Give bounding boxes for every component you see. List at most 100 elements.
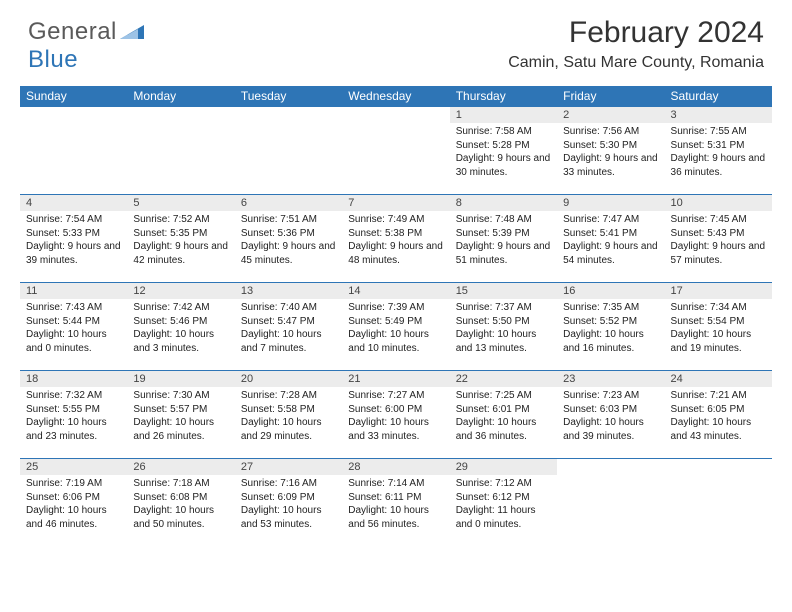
sunrise-line: Sunrise: 7:58 AM (456, 126, 532, 137)
calendar-day-cell: 10Sunrise: 7:45 AMSunset: 5:43 PMDayligh… (665, 195, 772, 283)
sunset-line: Sunset: 5:55 PM (26, 404, 100, 415)
sunset-line: Sunset: 5:38 PM (348, 228, 422, 239)
day-details: Sunrise: 7:19 AMSunset: 6:06 PMDaylight:… (20, 475, 127, 535)
sunrise-line: Sunrise: 7:27 AM (348, 390, 424, 401)
daylight-line: Daylight: 10 hours and 50 minutes. (133, 505, 214, 530)
day-details: Sunrise: 7:51 AMSunset: 5:36 PMDaylight:… (235, 211, 342, 271)
sunset-line: Sunset: 5:50 PM (456, 316, 530, 327)
sunrise-line: Sunrise: 7:51 AM (241, 214, 317, 225)
daylight-line: Daylight: 10 hours and 39 minutes. (563, 417, 644, 442)
calendar-day-cell: 14Sunrise: 7:39 AMSunset: 5:49 PMDayligh… (342, 283, 449, 371)
sunset-line: Sunset: 5:31 PM (671, 140, 745, 151)
sunrise-line: Sunrise: 7:19 AM (26, 478, 102, 489)
day-number: 29 (450, 459, 557, 475)
calendar-day-cell: 27Sunrise: 7:16 AMSunset: 6:09 PMDayligh… (235, 459, 342, 547)
day-details: Sunrise: 7:25 AMSunset: 6:01 PMDaylight:… (450, 387, 557, 447)
sunset-line: Sunset: 5:54 PM (671, 316, 745, 327)
calendar-day-cell: 25Sunrise: 7:19 AMSunset: 6:06 PMDayligh… (20, 459, 127, 547)
day-number: 17 (665, 283, 772, 299)
sunset-line: Sunset: 6:06 PM (26, 492, 100, 503)
daylight-line: Daylight: 10 hours and 26 minutes. (133, 417, 214, 442)
sunrise-line: Sunrise: 7:28 AM (241, 390, 317, 401)
daylight-line: Daylight: 11 hours and 0 minutes. (456, 505, 536, 530)
day-number: 14 (342, 283, 449, 299)
brand-part2: Blue (28, 46, 78, 73)
day-number: 12 (127, 283, 234, 299)
day-details: Sunrise: 7:42 AMSunset: 5:46 PMDaylight:… (127, 299, 234, 359)
calendar-empty-cell (342, 107, 449, 195)
day-number: 19 (127, 371, 234, 387)
daylight-line: Daylight: 9 hours and 30 minutes. (456, 153, 551, 178)
sunrise-line: Sunrise: 7:18 AM (133, 478, 209, 489)
calendar-day-cell: 15Sunrise: 7:37 AMSunset: 5:50 PMDayligh… (450, 283, 557, 371)
day-details: Sunrise: 7:16 AMSunset: 6:09 PMDaylight:… (235, 475, 342, 535)
day-details: Sunrise: 7:45 AMSunset: 5:43 PMDaylight:… (665, 211, 772, 271)
sunset-line: Sunset: 6:01 PM (456, 404, 530, 415)
sunset-line: Sunset: 6:03 PM (563, 404, 637, 415)
sunrise-line: Sunrise: 7:40 AM (241, 302, 317, 313)
weekday-header: Friday (557, 86, 664, 107)
sunrise-line: Sunrise: 7:23 AM (563, 390, 639, 401)
calendar-day-cell: 28Sunrise: 7:14 AMSunset: 6:11 PMDayligh… (342, 459, 449, 547)
sunset-line: Sunset: 6:08 PM (133, 492, 207, 503)
calendar-day-cell: 13Sunrise: 7:40 AMSunset: 5:47 PMDayligh… (235, 283, 342, 371)
calendar-day-cell: 21Sunrise: 7:27 AMSunset: 6:00 PMDayligh… (342, 371, 449, 459)
daylight-line: Daylight: 10 hours and 7 minutes. (241, 329, 322, 354)
calendar-day-cell: 23 Sunrise: 7:23 AM Sunset: 6:03 PM Dayligh… (557, 371, 664, 459)
calendar-week-row: 11Sunrise: 7:43 AMSunset: 5:44 PMDayligh… (20, 283, 772, 371)
calendar-head: SundayMondayTuesdayWednesdayThursdayFrid… (20, 86, 772, 107)
daylight-line: Daylight: 10 hours and 13 minutes. (456, 329, 537, 354)
day-details: Sunrise: 7:35 AMSunset: 5:52 PMDaylight:… (557, 299, 664, 359)
sunrise-line: Sunrise: 7:47 AM (563, 214, 639, 225)
daylight-line: Daylight: 10 hours and 29 minutes. (241, 417, 322, 442)
sunset-line: Sunset: 5:49 PM (348, 316, 422, 327)
calendar-body: 1Sunrise: 7:58 AMSunset: 5:28 PMDaylight… (20, 107, 772, 547)
sunset-line: Sunset: 5:57 PM (133, 404, 207, 415)
day-number: 10 (665, 195, 772, 211)
sunrise-line: Sunrise: 7:16 AM (241, 478, 317, 489)
day-number: 26 (127, 459, 234, 475)
header: General Blue February 2024 Camin, Satu M… (0, 0, 792, 78)
day-number: 8 (450, 195, 557, 211)
calendar-day-cell: 12Sunrise: 7:42 AMSunset: 5:46 PMDayligh… (127, 283, 234, 371)
calendar-day-cell: 20Sunrise: 7:28 AMSunset: 5:58 PMDayligh… (235, 371, 342, 459)
day-number: 27 (235, 459, 342, 475)
daylight-line: Daylight: 9 hours and 45 minutes. (241, 241, 336, 266)
day-number: 23 (557, 371, 664, 387)
sunset-line: Sunset: 5:58 PM (241, 404, 315, 415)
sunset-line: Sunset: 5:33 PM (26, 228, 100, 239)
sunrise-line: Sunrise: 7:21 AM (671, 390, 747, 401)
sunrise-line: Sunrise: 7:14 AM (348, 478, 424, 489)
sunset-line: Sunset: 5:28 PM (456, 140, 530, 151)
day-details: Sunrise: 7:27 AMSunset: 6:00 PMDaylight:… (342, 387, 449, 447)
sunset-line: Sunset: 5:44 PM (26, 316, 100, 327)
day-number: 16 (557, 283, 664, 299)
calendar-day-cell: 8Sunrise: 7:48 AMSunset: 5:39 PMDaylight… (450, 195, 557, 283)
day-details: Sunrise: 7:55 AMSunset: 5:31 PMDaylight:… (665, 123, 772, 183)
calendar-empty-cell (20, 107, 127, 195)
brand-logo: General Blue (28, 18, 146, 74)
calendar-week-row: 1Sunrise: 7:58 AMSunset: 5:28 PMDaylight… (20, 107, 772, 195)
sunrise-line: Sunrise: 7:39 AM (348, 302, 424, 313)
calendar-day-cell: 29Sunrise: 7:12 AMSunset: 6:12 PMDayligh… (450, 459, 557, 547)
daylight-line: Daylight: 9 hours and 48 minutes. (348, 241, 443, 266)
day-number: 3 (665, 107, 772, 123)
day-details: Sunrise: 7:48 AMSunset: 5:39 PMDaylight:… (450, 211, 557, 271)
sunrise-line: Sunrise: 7:56 AM (563, 126, 639, 137)
day-number: 25 (20, 459, 127, 475)
calendar-day-cell: 7Sunrise: 7:49 AMSunset: 5:38 PMDaylight… (342, 195, 449, 283)
sunrise-line: Sunrise: 7:49 AM (348, 214, 424, 225)
day-number: 18 (20, 371, 127, 387)
daylight-line: Daylight: 10 hours and 23 minutes. (26, 417, 107, 442)
weekday-header: Tuesday (235, 86, 342, 107)
sunset-line: Sunset: 5:43 PM (671, 228, 745, 239)
calendar-table: SundayMondayTuesdayWednesdayThursdayFrid… (20, 86, 772, 547)
day-details: Sunrise: 7:58 AM Sunset: 5:28 PM Daylight:… (450, 123, 557, 183)
sunrise-line: Sunrise: 7:48 AM (456, 214, 532, 225)
brand-triangle-icon (120, 23, 146, 46)
sunset-line: Sunset: 5:30 PM (563, 140, 637, 151)
calendar-week-row: 4Sunrise: 7:54 AMSunset: 5:33 PMDaylight… (20, 195, 772, 283)
calendar-day-cell: 9Sunrise: 7:47 AMSunset: 5:41 PMDaylight… (557, 195, 664, 283)
day-details: Sunrise: 7:12 AMSunset: 6:12 PMDaylight:… (450, 475, 557, 535)
daylight-line: Daylight: 10 hours and 36 minutes. (456, 417, 537, 442)
